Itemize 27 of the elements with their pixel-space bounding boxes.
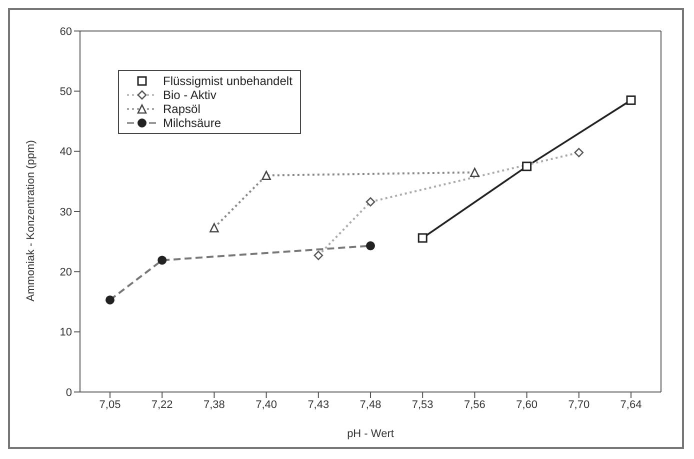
y-tick-label: 60	[60, 26, 72, 38]
legend-label: Rapsöl	[163, 102, 200, 116]
point	[626, 95, 636, 105]
x-tick-label: 7,43	[308, 398, 330, 411]
y-tick-label: 30	[60, 206, 72, 218]
x-tick-label: 7,05	[99, 398, 121, 411]
y-tick-label: 40	[60, 146, 72, 158]
x-tick-label: 7,48	[360, 398, 382, 411]
legend-label: Flüssigmist unbehandelt	[163, 74, 292, 88]
y-tick-label: 10	[60, 326, 72, 339]
legend-label: Milchsäure	[163, 116, 222, 130]
point	[418, 233, 428, 243]
x-tick-label: 7,60	[516, 398, 538, 411]
x-tick-label: 7,53	[412, 398, 434, 411]
x-axis-title: pH - Wert	[347, 428, 394, 440]
x-tick-label: 7,38	[203, 398, 225, 411]
y-tick-label: 0	[66, 386, 72, 399]
x-tick-label: 7,56	[464, 398, 486, 411]
x-tick-label: 7,40	[256, 398, 278, 411]
y-tick-label: 50	[60, 86, 72, 98]
x-tick-label: 7,70	[568, 398, 590, 411]
y-axis-title: Ammoniak - Konzentration (ppm)	[24, 140, 37, 302]
point	[522, 162, 532, 172]
x-tick-label: 7,22	[151, 398, 173, 411]
y-tick-label: 20	[60, 266, 72, 279]
legend-label: Bio - Aktiv	[163, 88, 216, 102]
x-tick-label: 7,64	[620, 398, 642, 411]
